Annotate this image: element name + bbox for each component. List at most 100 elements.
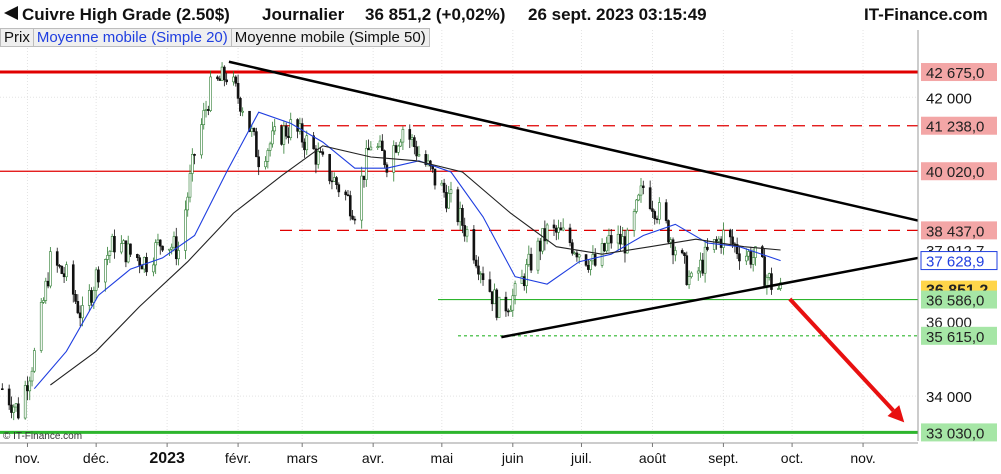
level-label-box xyxy=(921,63,997,82)
candle-body xyxy=(300,123,304,143)
candle-body xyxy=(770,273,773,290)
candle-body xyxy=(410,137,414,140)
candle-body xyxy=(42,300,45,303)
x-tick-label: nov. xyxy=(15,450,40,466)
level-label-resistance: 40 020,0 xyxy=(926,164,984,181)
candle-body xyxy=(71,264,75,295)
candle-body xyxy=(616,233,620,244)
candle-body xyxy=(248,110,251,132)
forecast-arrow-head xyxy=(887,405,905,423)
site-name: IT-Finance.com xyxy=(864,5,988,24)
legend-sma20[interactable]: Moyenne mobile (Simple 20) xyxy=(32,28,232,47)
candle-body xyxy=(30,370,34,382)
candle-body xyxy=(76,301,80,314)
x-tick-label: avr. xyxy=(362,450,385,466)
candle-body xyxy=(401,129,405,143)
level-label-box xyxy=(921,116,997,135)
candle-body xyxy=(348,195,352,217)
candle-body xyxy=(609,235,613,244)
candle-body xyxy=(158,239,162,247)
level-label-box xyxy=(921,423,997,442)
candle-body xyxy=(255,131,258,158)
candle-body xyxy=(104,259,107,283)
level-label-support: 35 615,0 xyxy=(926,329,984,346)
candle-body xyxy=(559,227,563,231)
candle-body xyxy=(353,218,357,221)
candle-body xyxy=(735,244,739,255)
candle-body xyxy=(78,312,82,319)
candle-body xyxy=(204,109,208,111)
price-candles xyxy=(0,62,782,421)
level-label-box xyxy=(921,326,997,345)
candle-body xyxy=(188,173,192,198)
candle-body xyxy=(122,240,125,244)
candle-body xyxy=(284,125,288,137)
candle-body xyxy=(637,194,641,201)
candle-body xyxy=(250,128,254,132)
candle-body xyxy=(252,128,256,132)
candle-body xyxy=(136,254,139,258)
candle-body xyxy=(287,135,290,138)
candle-body xyxy=(664,202,668,221)
sma20-line xyxy=(33,111,781,390)
candle-body xyxy=(669,239,673,243)
candle-body xyxy=(458,208,462,223)
axes: nov. déc. 2023 févr. mars avr. mai juin juil. aoû… xyxy=(0,30,998,467)
legend-price[interactable]: Prix xyxy=(0,28,34,47)
candle-body xyxy=(561,227,565,231)
candle-body xyxy=(220,66,224,81)
candle-body xyxy=(161,245,164,251)
candle-body xyxy=(447,193,450,209)
candle-body xyxy=(113,236,116,253)
candle-body xyxy=(46,280,50,287)
candle-body xyxy=(641,185,645,188)
candle-body xyxy=(332,177,336,182)
sma50-line xyxy=(50,145,781,386)
level-label-sma20: 37 628,9 xyxy=(926,254,984,271)
candle-body xyxy=(449,189,453,194)
candle-body xyxy=(779,282,782,289)
candle-body xyxy=(241,110,244,113)
candle-body xyxy=(461,208,464,226)
candle-body xyxy=(108,250,112,256)
candle-body xyxy=(728,229,732,238)
candle-body xyxy=(296,119,299,132)
candle-body xyxy=(303,141,306,151)
candle-body xyxy=(177,250,180,260)
candle-body xyxy=(497,296,501,318)
candle-body xyxy=(440,182,444,186)
y-tick-label: 42 000 xyxy=(926,90,972,107)
legend-sma50[interactable]: Moyenne mobile (Simple 50) xyxy=(230,28,430,47)
candle-body xyxy=(749,251,753,265)
candle-body xyxy=(506,310,510,313)
candle-body xyxy=(699,259,702,272)
candle-body xyxy=(554,227,558,233)
candle-body xyxy=(658,202,661,220)
candle-body xyxy=(316,151,320,165)
candle-body xyxy=(557,227,560,233)
candle-body xyxy=(346,194,350,197)
candle-body xyxy=(589,260,592,270)
candle-body xyxy=(362,175,366,180)
level-label-support: 33 030,0 xyxy=(926,425,984,442)
y-tick-label: 34 000 xyxy=(926,389,972,406)
candle-body xyxy=(268,143,272,151)
chart-header: Cuivre High Grade (2.50$) Journalier 36 … xyxy=(0,0,1001,28)
candle-body xyxy=(456,189,460,223)
candle-body xyxy=(351,215,354,220)
candle-body xyxy=(463,225,467,237)
x-tick-label: févr. xyxy=(225,450,251,466)
candle-body xyxy=(511,295,515,311)
candle-body xyxy=(305,135,309,151)
candle-body xyxy=(170,246,173,250)
candle-body xyxy=(680,250,684,254)
last-quote: 36 851,2 (+0,02%) xyxy=(365,5,506,24)
candle-body xyxy=(138,257,141,266)
candle-body xyxy=(399,141,402,147)
candle-body xyxy=(239,98,242,112)
moving-averages xyxy=(33,111,781,390)
candle-body xyxy=(538,240,542,252)
candle-body xyxy=(408,129,412,140)
candle-body xyxy=(653,211,657,219)
candle-body xyxy=(715,239,718,242)
